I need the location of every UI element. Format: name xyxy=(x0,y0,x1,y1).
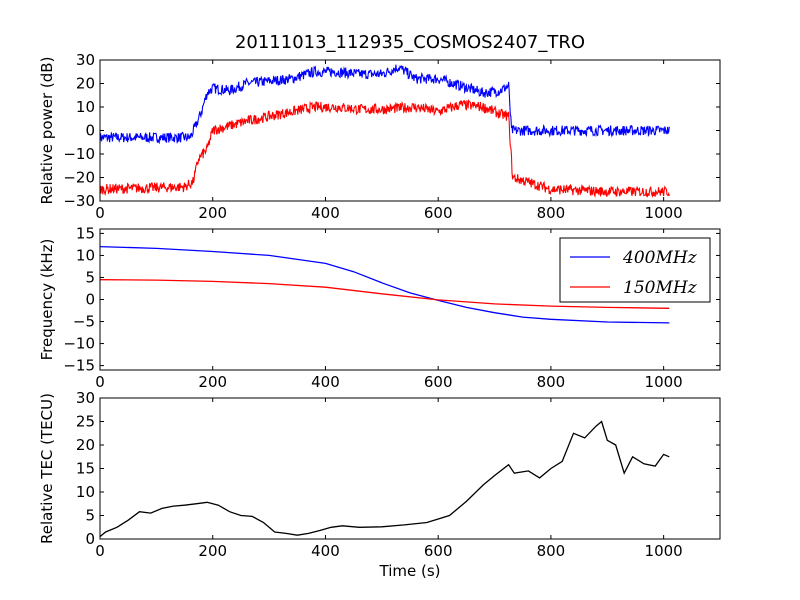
x-tick-label: 0 xyxy=(95,373,105,391)
x-axis-label: Time (s) xyxy=(379,562,441,580)
y-tick-label: 0 xyxy=(85,122,95,140)
y-tick-label: 25 xyxy=(76,413,95,431)
x-tick-label: 200 xyxy=(198,204,227,222)
series-line-1-1 xyxy=(100,64,670,145)
x-tick-label: 200 xyxy=(198,542,227,560)
y-axis-label: Relative power (dB) xyxy=(38,57,56,205)
x-tick-label: 400 xyxy=(311,373,340,391)
x-tick-label: 600 xyxy=(424,373,453,391)
y-tick-label: 0 xyxy=(85,291,95,309)
x-tick-label: 800 xyxy=(537,373,566,391)
series-line-2-1 xyxy=(100,245,670,324)
y-tick-label: 5 xyxy=(85,268,95,286)
y-tick-label: 20 xyxy=(76,436,95,454)
panel-1: 0 200 400 600 800 1000 −30 −20 −10 0 10 20 30 Relativ… xyxy=(38,51,721,222)
x-tick-label: 1000 xyxy=(645,373,683,391)
y-tick-label: −5 xyxy=(73,313,95,331)
y-tick-label: 0 xyxy=(85,530,95,548)
y-tick-label: −10 xyxy=(63,145,95,163)
series-line-2-2 xyxy=(100,279,670,309)
y-tick-label: −30 xyxy=(63,192,95,210)
panel-2: 0 200 400 600 800 1000 −15 −10 −5 0 5 10 15 Frequency… xyxy=(38,224,721,391)
x-tick-label: 400 xyxy=(311,542,340,560)
y-tick-label: 10 xyxy=(76,483,95,501)
legend-label: 150MHz xyxy=(623,278,698,298)
y-tick-label: 15 xyxy=(76,224,95,242)
legend-box xyxy=(559,237,711,303)
y-tick-label: 5 xyxy=(85,507,95,525)
x-tick-label: 0 xyxy=(95,204,105,222)
y-tick-label: 30 xyxy=(76,389,95,407)
x-tick-label: 1000 xyxy=(645,542,683,560)
y-axis-label: Relative TEC (TECU) xyxy=(38,393,56,544)
series-line-3-1 xyxy=(100,420,670,538)
y-tick-label: 10 xyxy=(76,246,95,264)
x-tick-label: 600 xyxy=(424,204,453,222)
y-tick-label: 10 xyxy=(76,98,95,116)
y-axis-label: Frequency (kHz) xyxy=(38,239,56,361)
y-tick-label: 20 xyxy=(76,75,95,93)
x-tick-label: 0 xyxy=(95,542,105,560)
y-tick-label: −20 xyxy=(63,169,95,187)
x-tick-label: 600 xyxy=(424,542,453,560)
x-tick-label: 400 xyxy=(311,204,340,222)
x-tick-label: 1000 xyxy=(645,204,683,222)
x-tick-label: 800 xyxy=(537,204,566,222)
x-tick-label: 800 xyxy=(537,542,566,560)
x-tick-label: 200 xyxy=(198,373,227,391)
chart-title: 20111013_112935_COSMOS2407_TRO xyxy=(235,32,585,53)
legend-label: 400MHz xyxy=(622,248,698,268)
legend: 400MHz 150MHz xyxy=(559,237,711,303)
series-line-1-2 xyxy=(100,99,670,199)
y-tick-label: 30 xyxy=(76,51,95,69)
y-tick-label: −10 xyxy=(63,335,95,353)
y-tick-label: 15 xyxy=(76,460,95,478)
y-tick-label: −15 xyxy=(63,357,95,375)
